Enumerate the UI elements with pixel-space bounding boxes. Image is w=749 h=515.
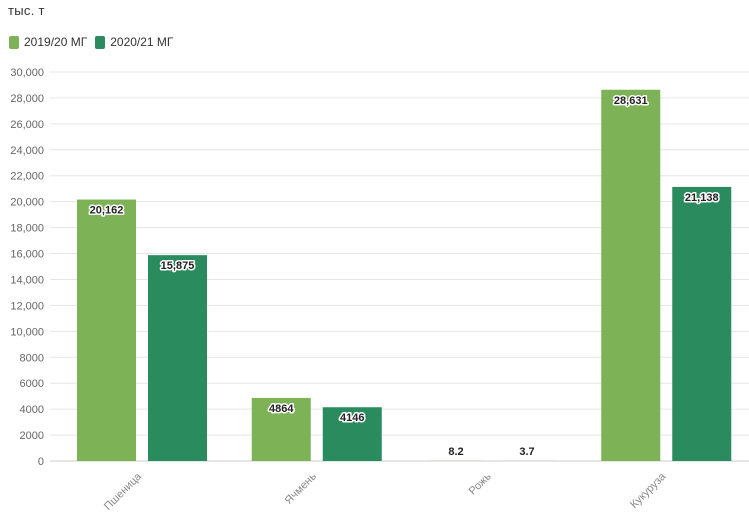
- data-label-halo: 28,631: [614, 95, 648, 107]
- y-tick-label: 4000: [20, 404, 44, 416]
- unit-label: тыс. т: [8, 3, 45, 18]
- y-tick-label: 22,000: [10, 171, 44, 183]
- data-label-halo: 3.7: [519, 446, 534, 458]
- data-label-halo: 4146: [340, 412, 364, 424]
- data-label: 4146: [340, 412, 364, 424]
- y-tick-label: 2000: [20, 430, 44, 442]
- data-label-halo: 8.2: [448, 446, 463, 458]
- y-tick-label: 30,000: [10, 67, 44, 79]
- bar[interactable]: [601, 89, 661, 461]
- data-label: 20,162: [90, 205, 124, 217]
- data-label-halo: 20,162: [90, 205, 124, 217]
- data-label: 28,631: [614, 95, 648, 107]
- data-label: 4864: [269, 403, 294, 415]
- y-tick-label: 26,000: [10, 119, 44, 131]
- bar[interactable]: [148, 255, 207, 461]
- x-category-label: Ячмень: [283, 470, 319, 506]
- x-category-label: Пшеница: [102, 470, 145, 513]
- bar[interactable]: [251, 397, 311, 461]
- data-label-halo: 15,875: [161, 260, 195, 272]
- legend-item-series-1[interactable]: 2019/20 МГ: [9, 35, 87, 49]
- data-label-halo: 4864: [269, 403, 294, 415]
- data-label: 21,138: [685, 192, 719, 204]
- y-tick-label: 12,000: [10, 300, 44, 312]
- x-category-label: Кукуруза: [628, 470, 669, 511]
- y-tick-label: 20,000: [10, 197, 44, 209]
- legend-item-series-2[interactable]: 2020/21 МГ: [95, 35, 173, 49]
- y-tick-label: 16,000: [10, 249, 44, 261]
- bar[interactable]: [77, 199, 136, 461]
- bar[interactable]: [322, 407, 382, 461]
- x-category-label: Рожь: [467, 470, 494, 497]
- y-tick-label: 10,000: [10, 326, 44, 338]
- y-tick-label: 8000: [20, 352, 44, 364]
- data-label: 3.7: [519, 446, 534, 458]
- y-tick-label: 0: [38, 456, 44, 468]
- data-label: 8.2: [448, 446, 463, 458]
- bar[interactable]: [672, 186, 732, 462]
- data-label-halo: 21,138: [685, 192, 719, 204]
- y-tick-label: 6000: [20, 378, 44, 390]
- y-tick-label: 14,000: [10, 274, 44, 286]
- y-tick-label: 18,000: [10, 223, 44, 235]
- legend-label-series-1: 2019/20 МГ: [24, 35, 88, 49]
- y-tick-label: 24,000: [10, 145, 44, 157]
- legend-swatch-series-2: [95, 35, 106, 49]
- legend: 2019/20 МГ 2020/21 МГ: [9, 35, 181, 49]
- data-label: 15,875: [161, 260, 195, 272]
- legend-label-series-2: 2020/21 МГ: [110, 35, 174, 49]
- y-tick-label: 28,000: [10, 93, 44, 105]
- legend-swatch-series-1: [9, 35, 19, 49]
